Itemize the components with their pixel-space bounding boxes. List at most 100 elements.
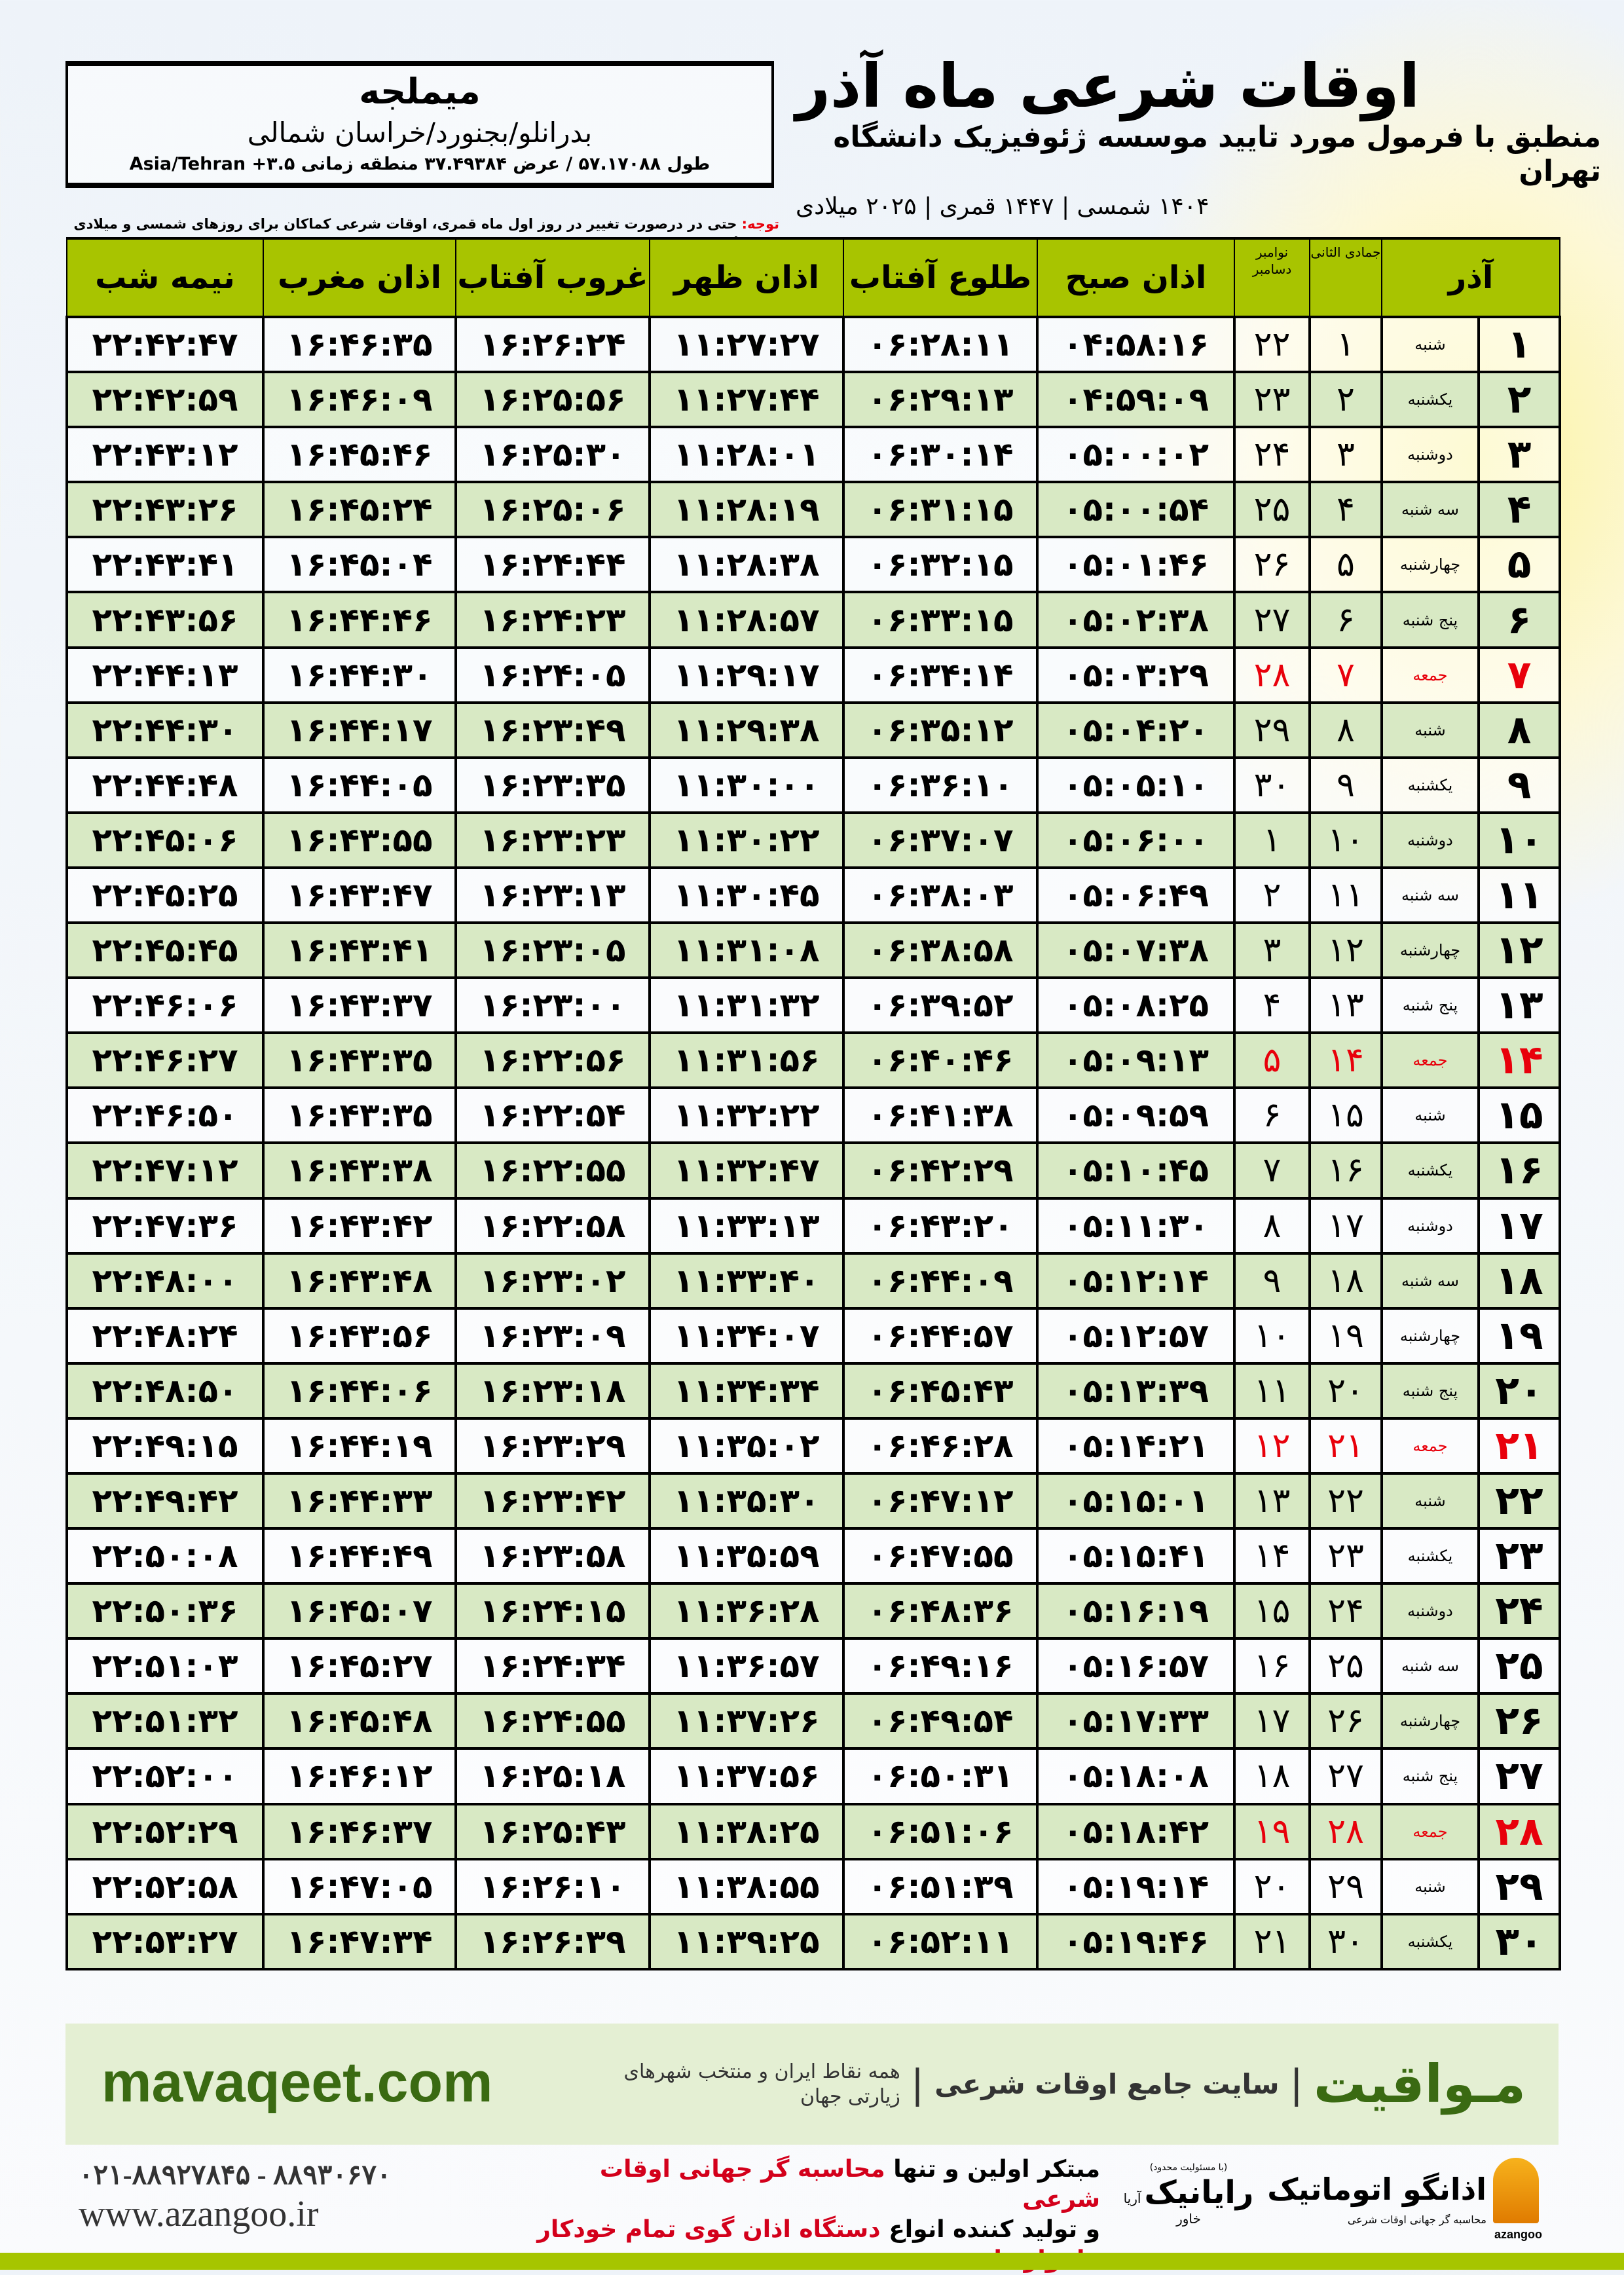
day-number: ۸ (1477, 701, 1561, 759)
weekday: سه شنبه (1380, 1251, 1480, 1310)
gregorian-day: ۲ (1233, 866, 1311, 925)
logo-latin: azangoo (1494, 2228, 1542, 2241)
fajr-time: ۰۵:۱۶:۱۹ (1036, 1582, 1236, 1640)
table-row: ۱۹ چهارشنبه ۱۹ ۱۰ ۰۵:۱۲:۵۷ ۰۶:۴۴:۵۷ ۱۱:۳۴:۰۷ ۱۶… (65, 1306, 1561, 1365)
sunrise-time: ۰۶:۳۸:۵۸ (842, 921, 1039, 980)
hijri-day: ۷ (1308, 646, 1383, 704)
sunrise-time: ۰۶:۴۷:۱۲ (842, 1471, 1039, 1530)
hijri-day: ۲۹ (1308, 1857, 1383, 1915)
midnight-time: ۲۲:۴۸:۵۰ (65, 1361, 265, 1420)
maghrib-time: ۱۶:۴۳:۵۶ (262, 1306, 457, 1365)
day-number: ۲۴ (1477, 1582, 1561, 1640)
dhuhr-time: ۱۱:۲۹:۱۷ (648, 646, 845, 704)
table-row: ۱۲ چهارشنبه ۱۲ ۳ ۰۵:۰۷:۳۸ ۰۶:۳۸:۵۸ ۱۱:۳۱:۰۸ ۱۶:… (65, 921, 1561, 980)
gregorian-day: ۲۴ (1233, 426, 1311, 484)
gregorian-day: ۹ (1233, 1251, 1311, 1310)
weekday: یکشنبه (1380, 1141, 1480, 1200)
midnight-time: ۲۲:۵۲:۰۰ (65, 1747, 265, 1805)
dhuhr-time: ۱۱:۳۶:۵۷ (648, 1637, 845, 1695)
hijri-day: ۱۶ (1308, 1141, 1383, 1200)
hijri-day: ۵ (1308, 536, 1383, 594)
dhuhr-time: ۱۱:۳۷:۵۶ (648, 1747, 845, 1805)
gregorian-day: ۴ (1233, 976, 1311, 1035)
day-number: ۱ (1477, 315, 1561, 374)
sunrise-time: ۰۶:۴۲:۲۹ (842, 1141, 1039, 1200)
midnight-time: ۲۲:۵۳:۲۷ (65, 1912, 265, 1970)
sunrise-time: ۰۶:۲۸:۱۱ (842, 315, 1039, 374)
weekday: پنج شنبه (1380, 976, 1480, 1035)
sunrise-time: ۰۶:۴۶:۲۸ (842, 1416, 1039, 1475)
fajr-time: ۰۵:۱۸:۴۲ (1036, 1802, 1236, 1860)
hijri-day: ۲ (1308, 371, 1383, 429)
site-link[interactable]: mavaqeet.com (101, 2051, 493, 2114)
table-row: ۶ پنج شنبه ۶ ۲۷ ۰۵:۰۲:۳۸ ۰۶:۳۳:۱۵ ۱۱:۲۸:۵۷ ۱۶:۲… (65, 591, 1561, 649)
page-title: اوقات شرعی ماه آذر (796, 51, 1420, 121)
footer-line1-highlight: محاسبه گر جهانی اوقات شرعی (599, 2156, 1100, 2213)
maghrib-time: ۱۶:۴۵:۴۸ (262, 1692, 457, 1750)
midnight-time: ۲۲:۴۵:۰۶ (65, 811, 265, 869)
sunset-time: ۱۶:۲۲:۵۸ (454, 1196, 651, 1255)
col-fajr: اذان صبح (1037, 237, 1235, 318)
dhuhr-time: ۱۱:۳۲:۲۲ (648, 1086, 845, 1145)
sunrise-time: ۰۶:۴۱:۳۸ (842, 1086, 1039, 1145)
table-row: ۲۸ جمعه ۲۸ ۱۹ ۰۵:۱۸:۴۲ ۰۶:۵۱:۰۶ ۱۱:۳۸:۲۵ ۱۶:۲۵:… (65, 1802, 1561, 1860)
table-row: ۲۴ دوشنبه ۲۴ ۱۵ ۰۵:۱۶:۱۹ ۰۶:۴۸:۳۶ ۱۱:۳۶:۲۸ ۱۶:۲… (65, 1582, 1561, 1640)
hijri-day: ۹ (1308, 756, 1383, 814)
sunrise-time: ۰۶:۴۳:۲۰ (842, 1196, 1039, 1255)
col-sunset: غروب آفتاب (455, 237, 650, 318)
day-number: ۱۴ (1477, 1031, 1561, 1090)
banner-slogan: مـواقیت | سایت جامع اوقات شرعی | همه نقا… (544, 2024, 1526, 2145)
midnight-time: ۲۲:۴۴:۱۳ (65, 646, 265, 704)
logo-name: رایانیک (1144, 2174, 1254, 2211)
sunrise-time: ۰۶:۵۰:۳۱ (842, 1747, 1039, 1805)
fajr-time: ۰۵:۰۹:۵۹ (1036, 1086, 1236, 1145)
sunset-time: ۱۶:۲۳:۲۹ (454, 1416, 651, 1475)
gregorian-day: ۶ (1233, 1086, 1311, 1145)
weekday: شنبه (1380, 1471, 1480, 1530)
weekday: چهارشنبه (1380, 1306, 1480, 1365)
table-row: ۸ شنبه ۸ ۲۹ ۰۵:۰۴:۲۰ ۰۶:۳۵:۱۲ ۱۱:۲۹:۳۸ ۱۶:۲۳:۴۹… (65, 701, 1561, 759)
midnight-time: ۲۲:۴۶:۲۷ (65, 1031, 265, 1090)
day-number: ۳۰ (1477, 1912, 1561, 1970)
fajr-time: ۰۵:۰۶:۰۰ (1036, 811, 1236, 869)
day-number: ۱۸ (1477, 1251, 1561, 1310)
fajr-time: ۰۵:۱۰:۴۵ (1036, 1141, 1236, 1200)
gregorian-day: ۲۱ (1233, 1912, 1311, 1970)
hijri-day: ۱۷ (1308, 1196, 1383, 1255)
azangoo-logo: اذانگو اتوماتیک محاسبه گر جهانی اوقات شر… (1267, 2158, 1545, 2246)
midnight-time: ۲۲:۵۱:۰۳ (65, 1637, 265, 1695)
day-number: ۲۵ (1477, 1637, 1561, 1695)
midnight-time: ۲۲:۴۶:۰۶ (65, 976, 265, 1035)
gregorian-day: ۱۰ (1233, 1306, 1311, 1365)
fajr-time: ۰۵:۰۵:۱۰ (1036, 756, 1236, 814)
day-number: ۹ (1477, 756, 1561, 814)
dhuhr-time: ۱۱:۲۸:۱۹ (648, 481, 845, 539)
maghrib-time: ۱۶:۴۵:۴۶ (262, 426, 457, 484)
fajr-time: ۰۵:۰۷:۳۸ (1036, 921, 1236, 980)
sunrise-time: ۰۶:۳۸:۰۳ (842, 866, 1039, 925)
weekday: شنبه (1380, 315, 1480, 374)
gregorian-day: ۲۶ (1233, 536, 1311, 594)
weekday: سه شنبه (1380, 481, 1480, 539)
gregorian-day: ۳۰ (1233, 756, 1311, 814)
sunrise-time: ۰۶:۳۵:۱۲ (842, 701, 1039, 759)
day-number: ۱۰ (1477, 811, 1561, 869)
hijri-day: ۱ (1308, 315, 1383, 374)
day-number: ۶ (1477, 591, 1561, 649)
dhuhr-time: ۱۱:۳۱:۵۶ (648, 1031, 845, 1090)
gregorian-day: ۷ (1233, 1141, 1311, 1200)
midnight-time: ۲۲:۴۸:۲۴ (65, 1306, 265, 1365)
hijri-day: ۲۲ (1308, 1471, 1383, 1530)
dhuhr-time: ۱۱:۳۰:۲۲ (648, 811, 845, 869)
midnight-time: ۲۲:۴۳:۵۶ (65, 591, 265, 649)
gregorian-day: ۱۹ (1233, 1802, 1311, 1860)
day-number: ۱۳ (1477, 976, 1561, 1035)
weekday: دوشنبه (1380, 811, 1480, 869)
day-number: ۷ (1477, 646, 1561, 704)
location-box: میملجه بدرانلو/بجنورد/خراسان شمالی طول ۵… (65, 61, 774, 188)
gregorian-day: ۱۶ (1233, 1637, 1311, 1695)
website-link[interactable]: www.azangoo.ir (79, 2194, 319, 2234)
day-number: ۱۶ (1477, 1141, 1561, 1200)
sunrise-time: ۰۶:۳۳:۱۵ (842, 591, 1039, 649)
midnight-time: ۲۲:۵۱:۳۲ (65, 1692, 265, 1750)
